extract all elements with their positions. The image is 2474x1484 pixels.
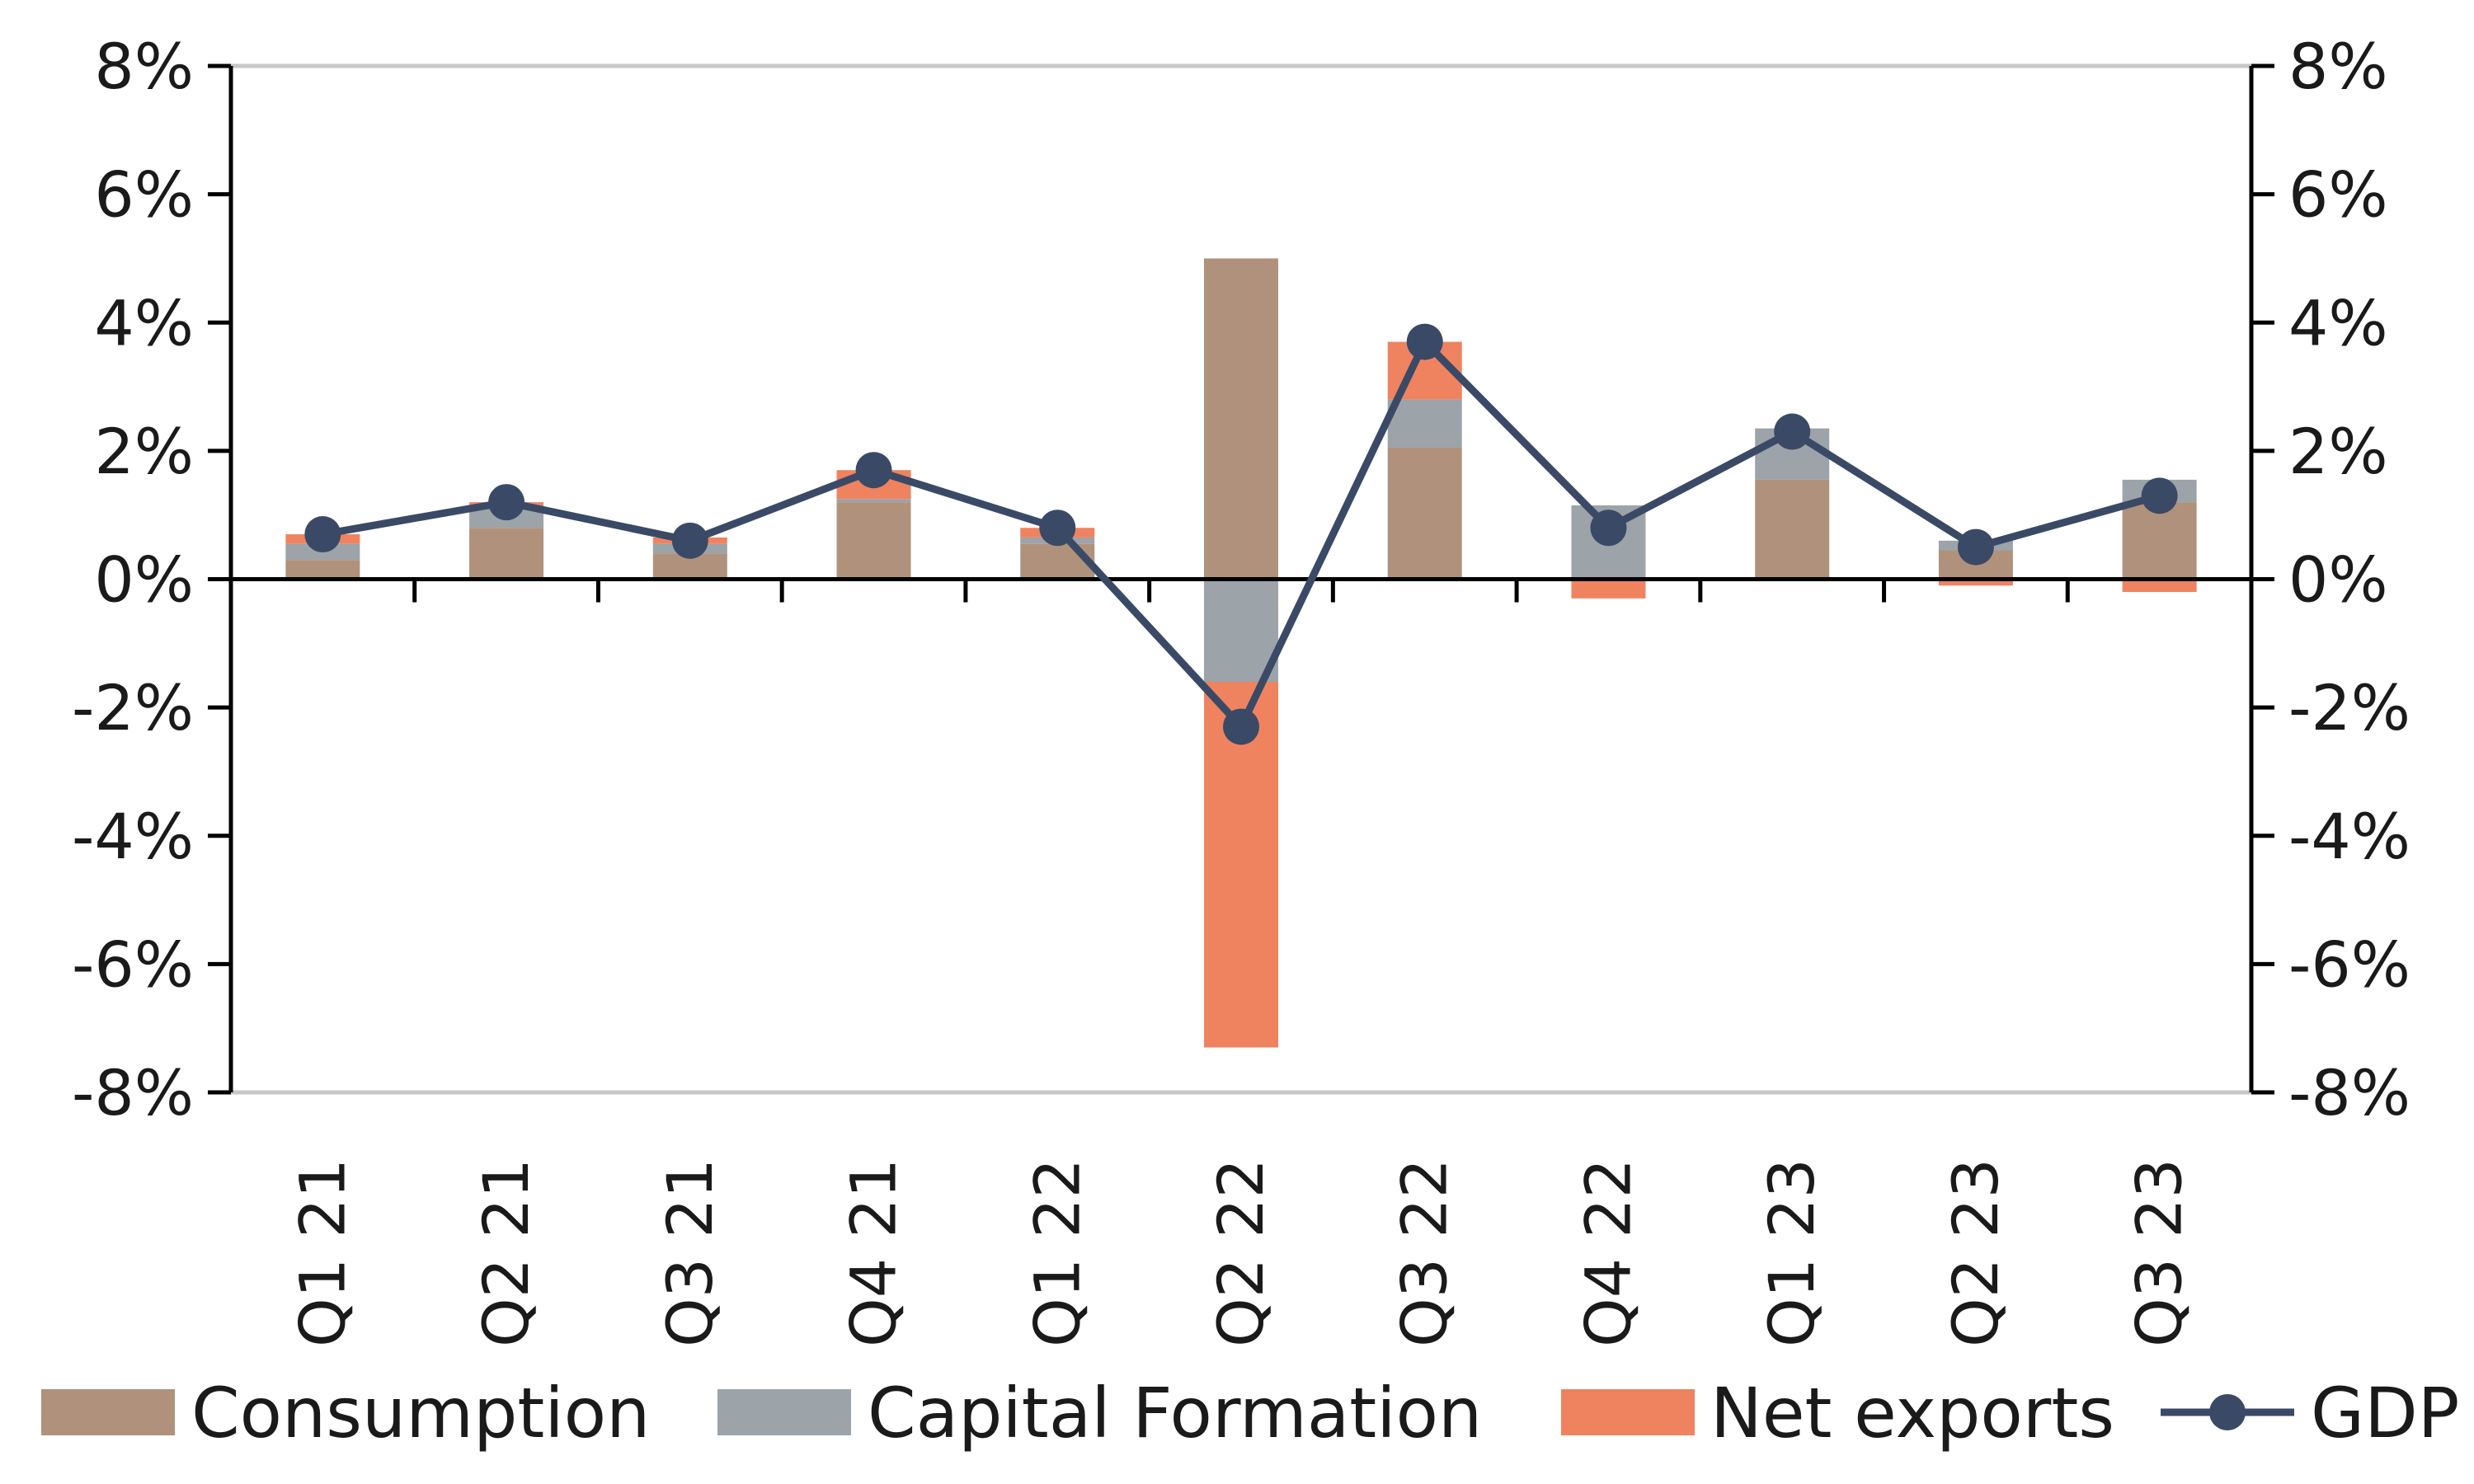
gdp-point-q1-21 [304,516,341,553]
legend-swatch-consumption [41,1389,175,1435]
left-y-tick-label: 2% [94,415,194,488]
category-label-q3-21: Q3 21 [653,1158,727,1347]
left-y-tick-label: 0% [94,543,194,617]
legend-label-net-exports: Net exports [1710,1373,2114,1453]
category-label-q4-21: Q4 21 [837,1158,910,1347]
gdp-line-layer [304,323,2178,745]
right-y-tick-label: -8% [2288,1056,2411,1129]
bar-consumption-q1-21 [285,560,360,580]
right-y-tick-label: -4% [2288,800,2411,873]
bars-layer [285,258,2197,1048]
category-label-q1-21: Q1 21 [285,1158,359,1347]
gdp-point-q2-22 [1223,708,1259,745]
category-label-q4-22: Q4 22 [1571,1158,1644,1347]
legend-swatch-capital-formation [717,1389,851,1435]
gdp-point-q4-22 [1590,510,1627,547]
category-label-q1-23: Q1 23 [1755,1158,1828,1347]
legend-swatch-net-exports [1561,1389,1695,1435]
bar-net-exports-q4-22 [1571,579,1646,599]
category-label-q1-22: Q1 22 [1020,1158,1094,1347]
left-y-tick-label: 4% [94,286,194,359]
gdp-point-q2-21 [488,484,525,521]
right-y-tick-label: -6% [2288,928,2411,1001]
gdp-point-q3-22 [1406,323,1443,360]
legend-label-consumption: Consumption [191,1373,650,1453]
category-label-q2-21: Q2 21 [469,1158,543,1347]
right-y-tick-label: 4% [2288,286,2388,359]
bar-consumption-q3-22 [1387,447,1462,580]
gdp-point-q1-23 [1774,413,1811,450]
category-label-q3-23: Q3 23 [2123,1158,2196,1347]
bar-capital-formation-q2-22 [1204,579,1278,682]
right-y-tick-label: 0% [2288,543,2388,617]
left-y-tick-label: 6% [94,158,194,232]
legend: Consumption Capital Formation Net exports G… [41,1373,2459,1453]
bar-consumption-q1-23 [1755,479,1830,580]
bar-consumption-q4-21 [836,502,911,580]
right-y-tick-label: -2% [2288,671,2411,744]
gdp-point-q3-23 [2141,477,2178,514]
left-y-tick-label: -2% [72,671,194,744]
left-y-tick-label: 8% [94,30,194,103]
category-label-q2-22: Q2 22 [1204,1158,1277,1347]
bar-consumption-q3-23 [2122,502,2197,580]
right-y-tick-label: 6% [2288,158,2388,232]
bar-consumption-q1-22 [1020,543,1095,580]
right-y-tick-label: 2% [2288,415,2388,488]
bar-consumption-q2-21 [469,528,544,580]
bar-net-exports-q3-23 [2122,579,2197,593]
left-y-tick-label: -4% [72,800,194,873]
bar-consumption-q2-22 [1204,258,1278,580]
bar-net-exports-q2-23 [1938,579,2013,586]
axes-layer [208,63,2274,1095]
category-label-q3-22: Q3 22 [1388,1158,1461,1347]
left-y-tick-label: -6% [72,928,194,1001]
category-label-q2-23: Q2 23 [1939,1158,2012,1347]
legend-label-capital-formation: Capital Formation [868,1373,1482,1453]
labels-layer: 8% 8% 6% 6% 4% 4% 2% 2% 0% 0% -2% -2% -4% -4% -6% -6% -8… [72,30,2411,1347]
gdp-point-q2-23 [1957,528,1994,566]
gdp-point-q4-21 [855,452,892,489]
legend-label-gdp: GDP [2311,1373,2459,1453]
right-y-tick-label: 8% [2288,30,2388,103]
legend-swatch-gdp-marker [2209,1394,2246,1430]
gdp-point-q3-21 [671,522,708,559]
left-y-tick-label: -8% [72,1056,194,1129]
bar-capital-formation-q3-22 [1387,399,1462,448]
bar-capital-formation-q4-21 [836,499,911,503]
gdp-point-q1-22 [1039,510,1076,547]
